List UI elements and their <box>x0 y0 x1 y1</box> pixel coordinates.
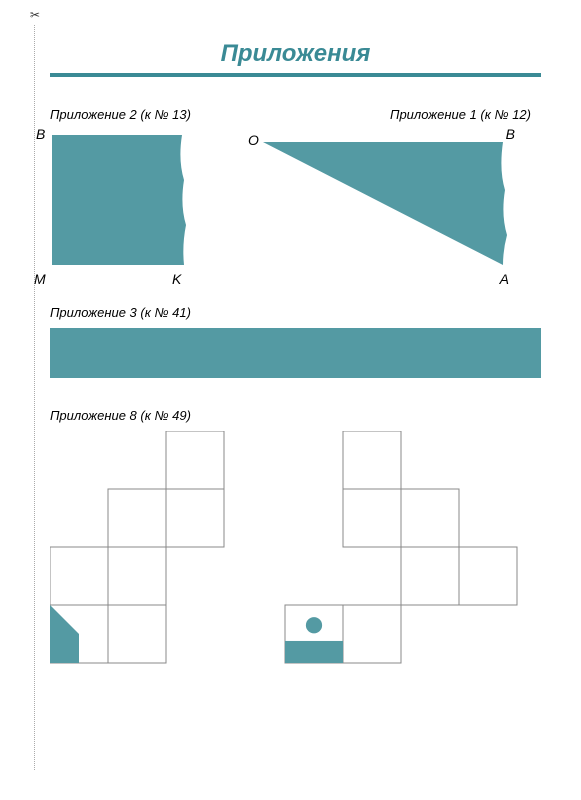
appendix-2: Приложение 2 (к № 13) B M K <box>50 107 215 285</box>
appendix-8: Приложение 8 (к № 49) <box>50 408 541 686</box>
appendix-3-label: Приложение 3 (к № 41) <box>50 305 541 320</box>
vertex-b2: B <box>506 126 515 142</box>
appendix-3: Приложение 3 (к № 41) <box>50 305 541 378</box>
page-title: Приложения <box>50 40 541 68</box>
appendix-3-strip <box>50 328 541 378</box>
vertex-o: O <box>248 132 259 148</box>
page-container: ✂ Приложения Приложение 2 (к № 13) B M K… <box>0 0 581 800</box>
title-rule <box>50 73 541 77</box>
vertex-a: A <box>500 271 509 287</box>
appendix-2-figure: B M K <box>50 130 215 285</box>
rectangle-shape <box>50 130 200 270</box>
appendix-1-figure: O B A <box>245 130 515 285</box>
appendix-1-label: Приложение 1 (к № 12) <box>245 107 541 122</box>
cut-line <box>34 25 35 770</box>
left-polyomino <box>50 431 224 663</box>
right-polyomino <box>285 431 517 663</box>
appendix-2-label: Приложение 2 (к № 13) <box>50 107 215 122</box>
scissors-icon: ✂ <box>30 8 40 22</box>
vertex-k: K <box>172 271 181 287</box>
figures-row-1: Приложение 2 (к № 13) B M K Приложение 1… <box>50 107 541 285</box>
appendix-8-grid <box>50 431 540 681</box>
appendix-1: Приложение 1 (к № 12) O B A <box>245 107 541 285</box>
vertex-b: B <box>36 126 45 142</box>
vertex-m: M <box>34 271 46 287</box>
triangle-shape <box>245 130 515 275</box>
appendix-8-label: Приложение 8 (к № 49) <box>50 408 541 423</box>
